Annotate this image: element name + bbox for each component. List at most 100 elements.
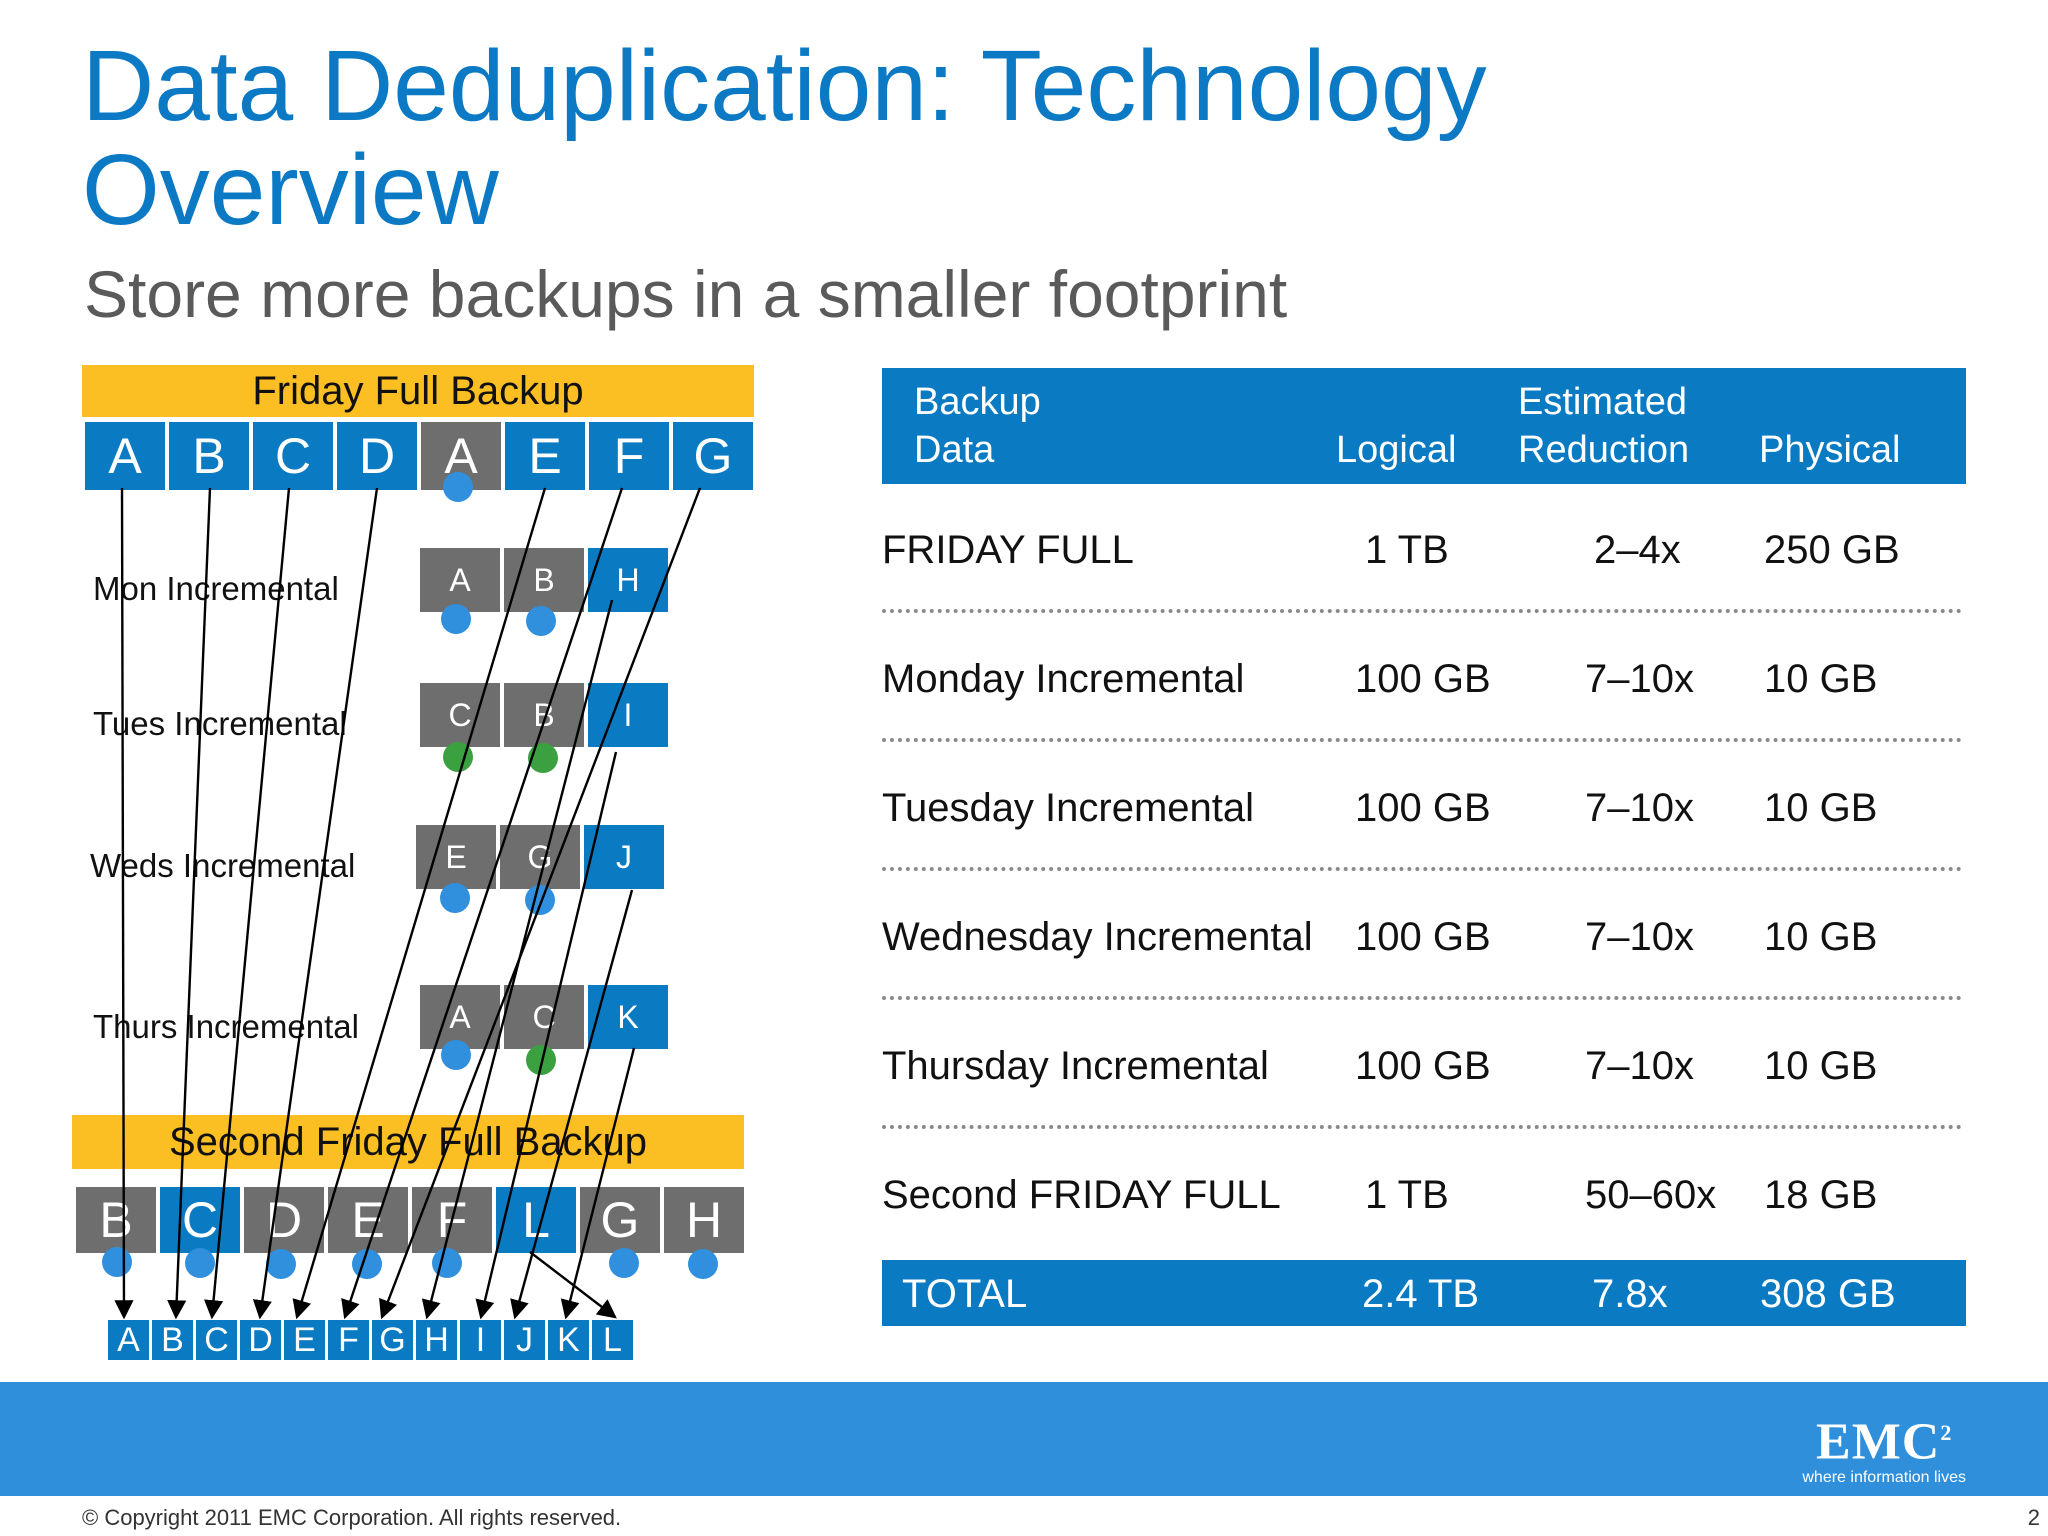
dedup-marker [526,606,556,636]
incremental-label: Weds Incremental [90,847,356,884]
header-backup-data: Backup Data [914,381,1041,471]
incremental-block-new: H [588,548,668,612]
row-physical: 18 GB [1764,1173,1878,1217]
row-logical: 100 GB [1355,915,1491,959]
incremental-block-duplicate: C [420,683,500,747]
row-logical: 100 GB [1355,1044,1491,1088]
dedup-marker [352,1249,382,1279]
row-reduction: 7–10x [1585,786,1694,830]
logo-superscript: 2 [1940,1420,1953,1445]
incremental-label: Tues Incremental [93,705,347,742]
incremental-block-new: I [588,683,668,747]
incremental-block-duplicate: C [504,985,584,1049]
unique-block: B [152,1320,193,1360]
row-name: FRIDAY FULL [882,528,1134,572]
second-full-block-duplicate: D [244,1187,324,1253]
row-physical: 10 GB [1764,1044,1878,1088]
logo-tagline: where information lives [1802,1469,1966,1487]
top-block-duplicate: A [421,422,501,490]
second-full-block: C [160,1187,240,1253]
unique-block: A [108,1320,149,1360]
second-full-block-duplicate: B [76,1187,156,1253]
header-estimated-reduction: Estimated Reduction [1518,381,1690,471]
top-block: E [505,422,585,490]
unique-block: I [460,1320,501,1360]
copyright-text: © Copyright 2011 EMC Corporation. All ri… [82,1505,622,1530]
unique-block: K [548,1320,589,1360]
row-reduction: 7–10x [1585,915,1694,959]
dedup-marker-green [526,1045,556,1075]
emc-logo: EMC2 where information lives [1802,1406,1966,1487]
incremental-block-duplicate: E [416,825,496,889]
row-separator [882,1125,1962,1129]
row-physical: 10 GB [1764,915,1878,959]
table-total-row: TOTAL 2.4 TB 7.8x 308 GB [882,1260,1966,1326]
second-friday-banner: Second Friday Full Backup [72,1115,744,1169]
row-name: Tuesday Incremental [882,786,1255,830]
row-logical: 100 GB [1355,657,1491,701]
incremental-block-duplicate: B [504,548,584,612]
incremental-label: Mon Incremental [93,570,339,607]
incremental-block-duplicate: G [500,825,580,889]
slide-title: Data Deduplication: Technology Overview [82,30,1487,246]
row-reduction: 7–10x [1585,1044,1694,1088]
logo-word: EMC [1816,1413,1941,1471]
unique-block: E [284,1320,325,1360]
dedup-marker [185,1248,215,1278]
row-separator [882,996,1962,1000]
row-name: Monday Incremental [882,657,1245,701]
unique-block: L [592,1320,633,1360]
incremental-block-duplicate: A [420,548,500,612]
unique-block: J [504,1320,545,1360]
dedup-marker [441,1040,471,1070]
table-header: Backup Data Logical Estimated Reduction … [882,368,1966,484]
total-label: TOTAL [902,1272,1028,1316]
dedup-marker [609,1248,639,1278]
row-name: Wednesday Incremental [882,915,1313,959]
row-physical: 10 GB [1764,786,1878,830]
top-block: F [589,422,669,490]
incremental-block-duplicate: A [420,985,500,1049]
row-name: Second FRIDAY FULL [882,1173,1281,1217]
dedup-marker [688,1249,718,1279]
top-block: C [253,422,333,490]
incremental-block-new: J [584,825,664,889]
second-full-block-duplicate: G [580,1187,660,1253]
dedup-marker [102,1247,132,1277]
header-physical: Physical [1759,429,1901,471]
row-reduction: 50–60x [1585,1173,1717,1217]
incremental-block-new: K [588,985,668,1049]
page-number: 2 [2027,1505,2040,1530]
slide-subtitle: Store more backups in a smaller footprin… [84,257,1288,331]
dedup-marker [441,604,471,634]
incremental-block-duplicate: B [504,683,584,747]
table-row: Monday Incremental 100 GB 7–10x 10 GB [882,639,1966,719]
row-separator [882,609,1962,613]
top-block: D [337,422,417,490]
incremental-label: Thurs Incremental [93,1008,359,1045]
arrow [529,1251,617,1319]
top-block: B [169,422,249,490]
total-logical: 2.4 TB [1362,1272,1480,1316]
top-block: G [673,422,753,490]
second-full-block-duplicate: F [412,1187,492,1253]
table-row: Wednesday Incremental 100 GB 7–10x 10 GB [882,897,1966,977]
table-row: Thursday Incremental 100 GB 7–10x 10 GB [882,1026,1966,1106]
header-logical: Logical [1336,429,1457,471]
friday-full-banner: Friday Full Backup [82,365,754,417]
table-row: Tuesday Incremental 100 GB 7–10x 10 GB [882,768,1966,848]
dedup-marker [443,472,473,502]
second-full-block: L [496,1187,576,1253]
dedup-marker [440,883,470,913]
table-row: FRIDAY FULL 1 TB 2–4x 250 GB [882,510,1966,590]
unique-block: C [196,1320,237,1360]
dedup-marker-green [528,743,558,773]
row-separator [882,738,1962,742]
dedup-marker [266,1249,296,1279]
row-logical: 1 TB [1365,1173,1449,1217]
total-reduction: 7.8x [1592,1272,1668,1316]
footer-band: EMC2 where information lives [0,1382,2048,1496]
second-full-block-duplicate: E [328,1187,408,1253]
row-physical: 10 GB [1764,657,1878,701]
row-name: Thursday Incremental [882,1044,1269,1088]
